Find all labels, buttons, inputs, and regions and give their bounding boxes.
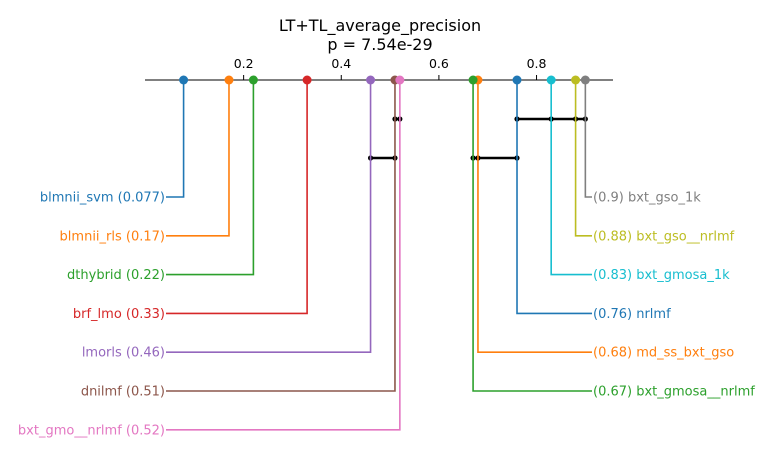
method-line [166, 80, 185, 198]
method-dthybrid: dthybrid (0.22) [67, 75, 258, 283]
chart-title: LT+TL_average_precision [279, 16, 481, 36]
method-blmnii_rls: blmnii_rls (0.17) [60, 75, 234, 244]
clique-bar [392, 116, 403, 122]
method-line [584, 80, 592, 198]
method-bxt_gmo__nrlmf: bxt_gmo__nrlmf (0.52) [18, 75, 405, 438]
method-point [546, 75, 556, 85]
method-point [248, 75, 258, 85]
method-line [166, 80, 255, 276]
method-line [166, 80, 401, 431]
method-label: dnilmf (0.51) [81, 385, 165, 400]
clique-bars [367, 116, 588, 161]
method-lmorls: lmorls (0.46) [82, 75, 376, 361]
tick-label: 0.4 [331, 56, 351, 71]
method-blmnii_svm: blmnii_svm (0.077) [40, 75, 189, 206]
method-point [302, 75, 312, 85]
method-label: dthybrid (0.22) [67, 268, 165, 283]
method-label: (0.68) md_ss_bxt_gso [593, 346, 734, 361]
method-nrlmf: (0.76) nrlmf [512, 75, 671, 322]
method-line [166, 80, 230, 237]
method-line [472, 80, 592, 392]
method-lines: blmnii_svm (0.077) blmnii_rls (0.17) dthyb… [18, 75, 755, 438]
method-point [580, 75, 590, 85]
tick-label: 0.8 [527, 56, 547, 71]
method-label: blmnii_svm (0.077) [40, 191, 165, 206]
method-point [512, 75, 522, 85]
method-line [574, 80, 592, 237]
method-point [179, 75, 189, 85]
method-bxt_gso_1k: (0.9) bxt_gso_1k [580, 75, 701, 206]
method-brf_lmo: brf_lmo (0.33) [73, 75, 312, 322]
chart-subtitle: p = 7.54e-29 [327, 35, 432, 54]
method-line [550, 80, 592, 276]
method-line [166, 80, 396, 392]
method-bxt_gmosa__nrlmf: (0.67) bxt_gmosa__nrlmf [468, 75, 755, 400]
tick-label: 0.2 [234, 56, 254, 71]
method-point [571, 75, 581, 85]
method-point [395, 75, 405, 85]
method-label: brf_lmo (0.33) [73, 307, 165, 322]
method-label: (0.9) bxt_gso_1k [593, 191, 701, 206]
method-label: (0.67) bxt_gmosa__nrlmf [593, 385, 755, 400]
method-label: lmorls (0.46) [82, 346, 165, 361]
method-bxt_gmosa_1k: (0.83) bxt_gmosa_1k [546, 75, 730, 283]
method-line [516, 80, 592, 315]
method-label: blmnii_rls (0.17) [60, 229, 165, 244]
method-line [166, 80, 372, 354]
clique-bar [367, 155, 398, 161]
method-label: (0.88) bxt_gso__nrlmf [593, 229, 735, 244]
method-point [224, 75, 234, 85]
method-bxt_gso__nrlmf: (0.88) bxt_gso__nrlmf [571, 75, 735, 244]
method-label: (0.76) nrlmf [593, 307, 671, 322]
method-point [366, 75, 376, 85]
method-label: bxt_gmo__nrlmf (0.52) [18, 423, 165, 438]
tick-label: 0.6 [429, 56, 449, 71]
axis: 0.2 0.4 0.6 0.8 [145, 56, 613, 81]
method-label: (0.83) bxt_gmosa_1k [593, 268, 730, 283]
method-line [166, 80, 308, 315]
method-point [468, 75, 478, 85]
method-line [477, 80, 592, 354]
